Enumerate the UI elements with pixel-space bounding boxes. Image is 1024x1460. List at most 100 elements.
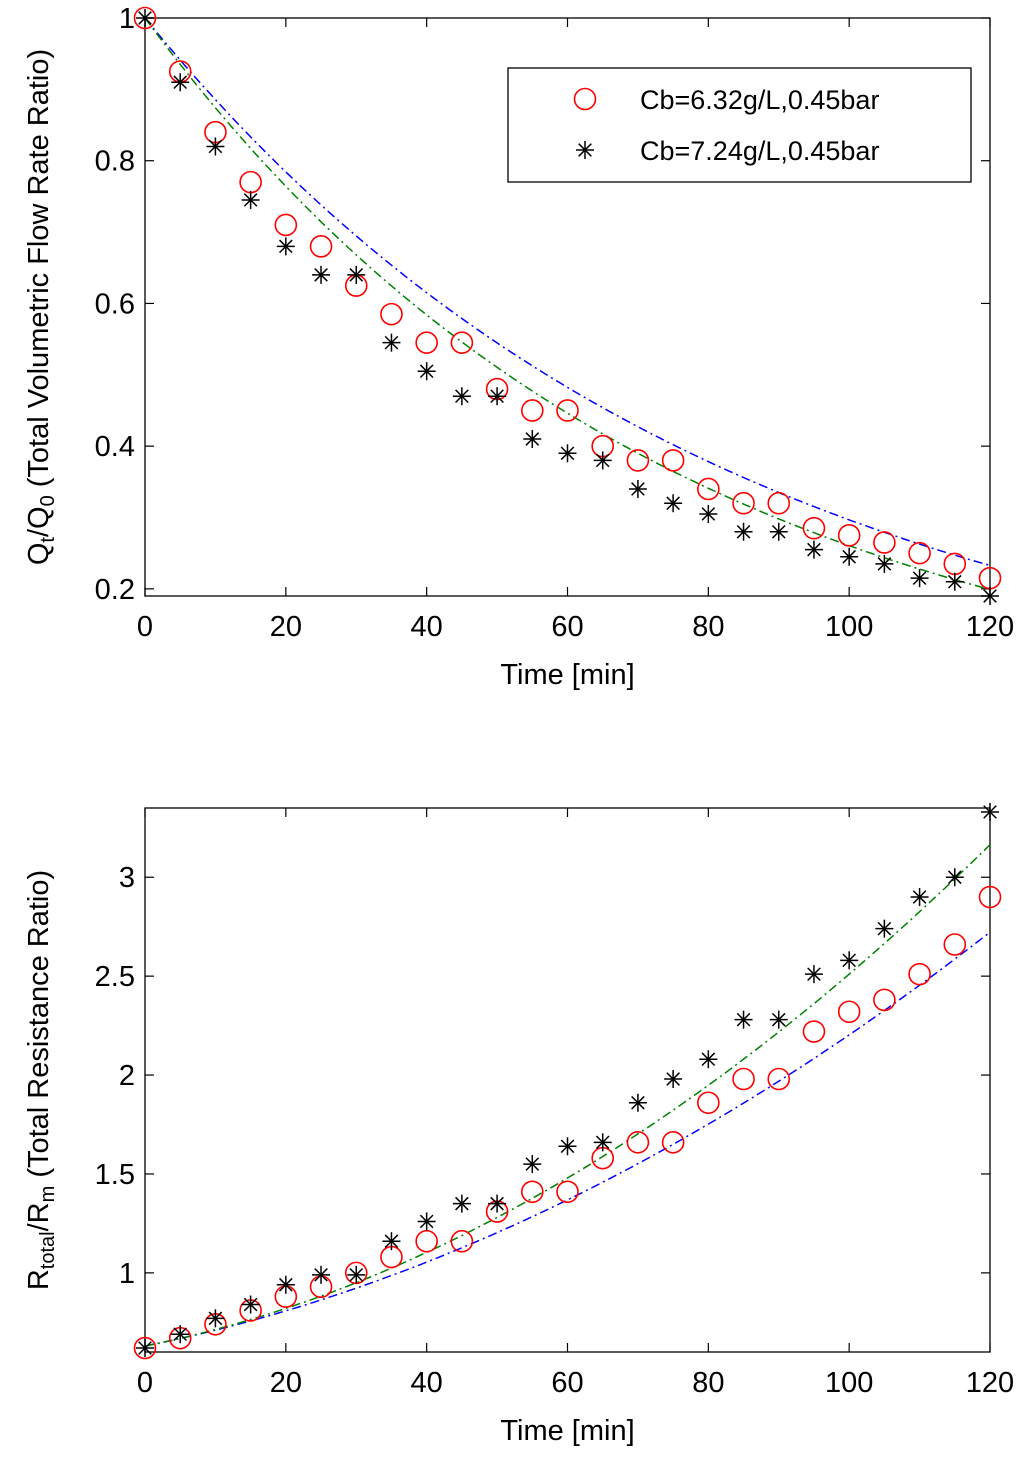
- data-point-circle: [415, 331, 438, 354]
- data-point-circle: [556, 399, 579, 422]
- data-point-star: [628, 479, 647, 498]
- data-point-star: [488, 387, 507, 406]
- y-axis-label-subscript: m: [37, 1186, 59, 1203]
- flow-rate-chart: 0 20 40 60 80 100 120 0.2 0.4 0.6 0.8 1 Time [min] Qt…: [23, 3, 1014, 691]
- data-point-star: [664, 1070, 683, 1089]
- data-point-star: [523, 430, 542, 449]
- data-point-star: [910, 888, 929, 907]
- data-point-star: [452, 387, 471, 406]
- data-point-circle: [520, 1180, 544, 1204]
- data-point-star: [910, 569, 929, 588]
- data-point-circle: [133, 1336, 157, 1360]
- data-point-star: [804, 965, 823, 984]
- data-point-circle: [943, 552, 967, 576]
- x-axis-label: Time [min]: [500, 659, 634, 691]
- data-point-circle: [943, 933, 967, 956]
- data-point-star: [171, 73, 190, 92]
- data-point-star: [875, 554, 894, 573]
- data-point-circle: [767, 1067, 791, 1091]
- data-point-star: [664, 494, 683, 513]
- data-point-star: [382, 1232, 401, 1251]
- x-tick-label: 0: [137, 1367, 153, 1399]
- data-point-star: [945, 572, 964, 591]
- data-point-star: [312, 1265, 331, 1284]
- data-point-star: [734, 522, 753, 541]
- data-point-star: [136, 1339, 154, 1358]
- data-point-star: [452, 1194, 471, 1213]
- data-point-star: [769, 522, 788, 541]
- x-axis-label: Time [min]: [500, 1415, 634, 1447]
- x-tick-label: 100: [825, 611, 873, 643]
- x-tick-label: 80: [692, 1367, 724, 1399]
- y-tick-label: 1: [119, 3, 135, 35]
- fit-curve-fit-7.24: [144, 844, 991, 1347]
- data-point-circle: [450, 1229, 474, 1253]
- data-point-circle: [133, 6, 157, 30]
- x-tick-label: 60: [551, 1367, 583, 1399]
- data-point-star: [981, 587, 999, 605]
- legend-marker-circle: [573, 87, 597, 111]
- data-point-circle: [450, 331, 474, 354]
- data-point-star: [488, 1194, 507, 1213]
- data-point-star: [241, 1295, 260, 1314]
- data-point-star: [875, 919, 894, 938]
- x-tick-label: 40: [411, 611, 443, 643]
- data-point-circle: [661, 449, 685, 472]
- data-point-star: [558, 444, 577, 463]
- data-point-circle: [908, 541, 931, 565]
- x-tick-label: 0: [137, 611, 153, 643]
- y-tick-label: 1.5: [95, 1159, 135, 1191]
- y-tick-label: 0.8: [95, 146, 135, 178]
- fit-curve-fit-6.32: [144, 17, 991, 567]
- legend-box: [507, 67, 972, 183]
- x-tick-label: 120: [966, 611, 1014, 643]
- data-point-star: [417, 362, 436, 381]
- data-point-circle: [837, 1000, 861, 1024]
- data-point-star: [593, 451, 612, 470]
- data-point-star: [241, 190, 260, 209]
- data-point-circle: [626, 449, 650, 472]
- legend: Cb=6.32g/L,0.45bar Cb=7.24g/L,0.45bar: [507, 67, 972, 183]
- y-axis-label-part: R: [23, 1269, 55, 1290]
- data-point-star: [347, 265, 366, 284]
- plot-area-frame: [144, 807, 991, 1353]
- resistance-chart: 0 20 40 60 80 100 120 1 1.5 2 2.5 3 Time [min] Rtotal…: [23, 802, 1014, 1447]
- data-point-star: [276, 237, 295, 256]
- y-tick-label: 0.4: [95, 431, 135, 463]
- legend-entry-label: Cb=7.24g/L,0.45bar: [640, 136, 879, 166]
- y-axis-label-part: (Total Resistance Ratio): [23, 870, 55, 1186]
- x-tick-label: 120: [966, 1367, 1014, 1399]
- x-tick-label: 80: [692, 611, 724, 643]
- data-point-circle: [697, 477, 720, 501]
- data-point-star: [382, 333, 401, 352]
- y-axis-label-subscript: 0: [37, 495, 59, 506]
- data-point-circle: [908, 962, 931, 986]
- data-point-circle: [661, 1131, 685, 1154]
- y-axis-label-subscript: total: [37, 1231, 59, 1269]
- data-point-star: [312, 265, 331, 284]
- data-point-circle: [520, 399, 544, 422]
- y-tick-label: 2.5: [95, 961, 135, 993]
- data-point-circle: [697, 1091, 720, 1115]
- data-point-circle: [732, 1067, 755, 1091]
- y-tick-label: 0.6: [95, 288, 135, 320]
- data-point-star: [558, 1137, 577, 1156]
- data-point-circle: [873, 531, 896, 554]
- y-axis-label: Rtotal/Rm (Total Resistance Ratio): [23, 870, 59, 1290]
- data-point-circle: [556, 1180, 579, 1204]
- data-point-star: [171, 1325, 190, 1344]
- y-tick-label: 1: [119, 1258, 135, 1290]
- data-point-star: [206, 137, 225, 156]
- data-point-star: [734, 1010, 753, 1029]
- data-point-star: [136, 9, 154, 27]
- y-axis-label: Qt/Q0 (Total Volumetric Flow Rate Ratio): [23, 49, 59, 565]
- data-point-star: [628, 1093, 647, 1112]
- data-point-circle: [415, 1229, 438, 1253]
- data-point-circle: [626, 1131, 650, 1154]
- data-point-circle: [380, 302, 403, 326]
- legend-marker-star: [576, 141, 594, 159]
- data-point-circle: [802, 516, 826, 540]
- y-axis-label-part: /R: [23, 1202, 55, 1231]
- y-axis-label-part: /Q: [23, 506, 55, 537]
